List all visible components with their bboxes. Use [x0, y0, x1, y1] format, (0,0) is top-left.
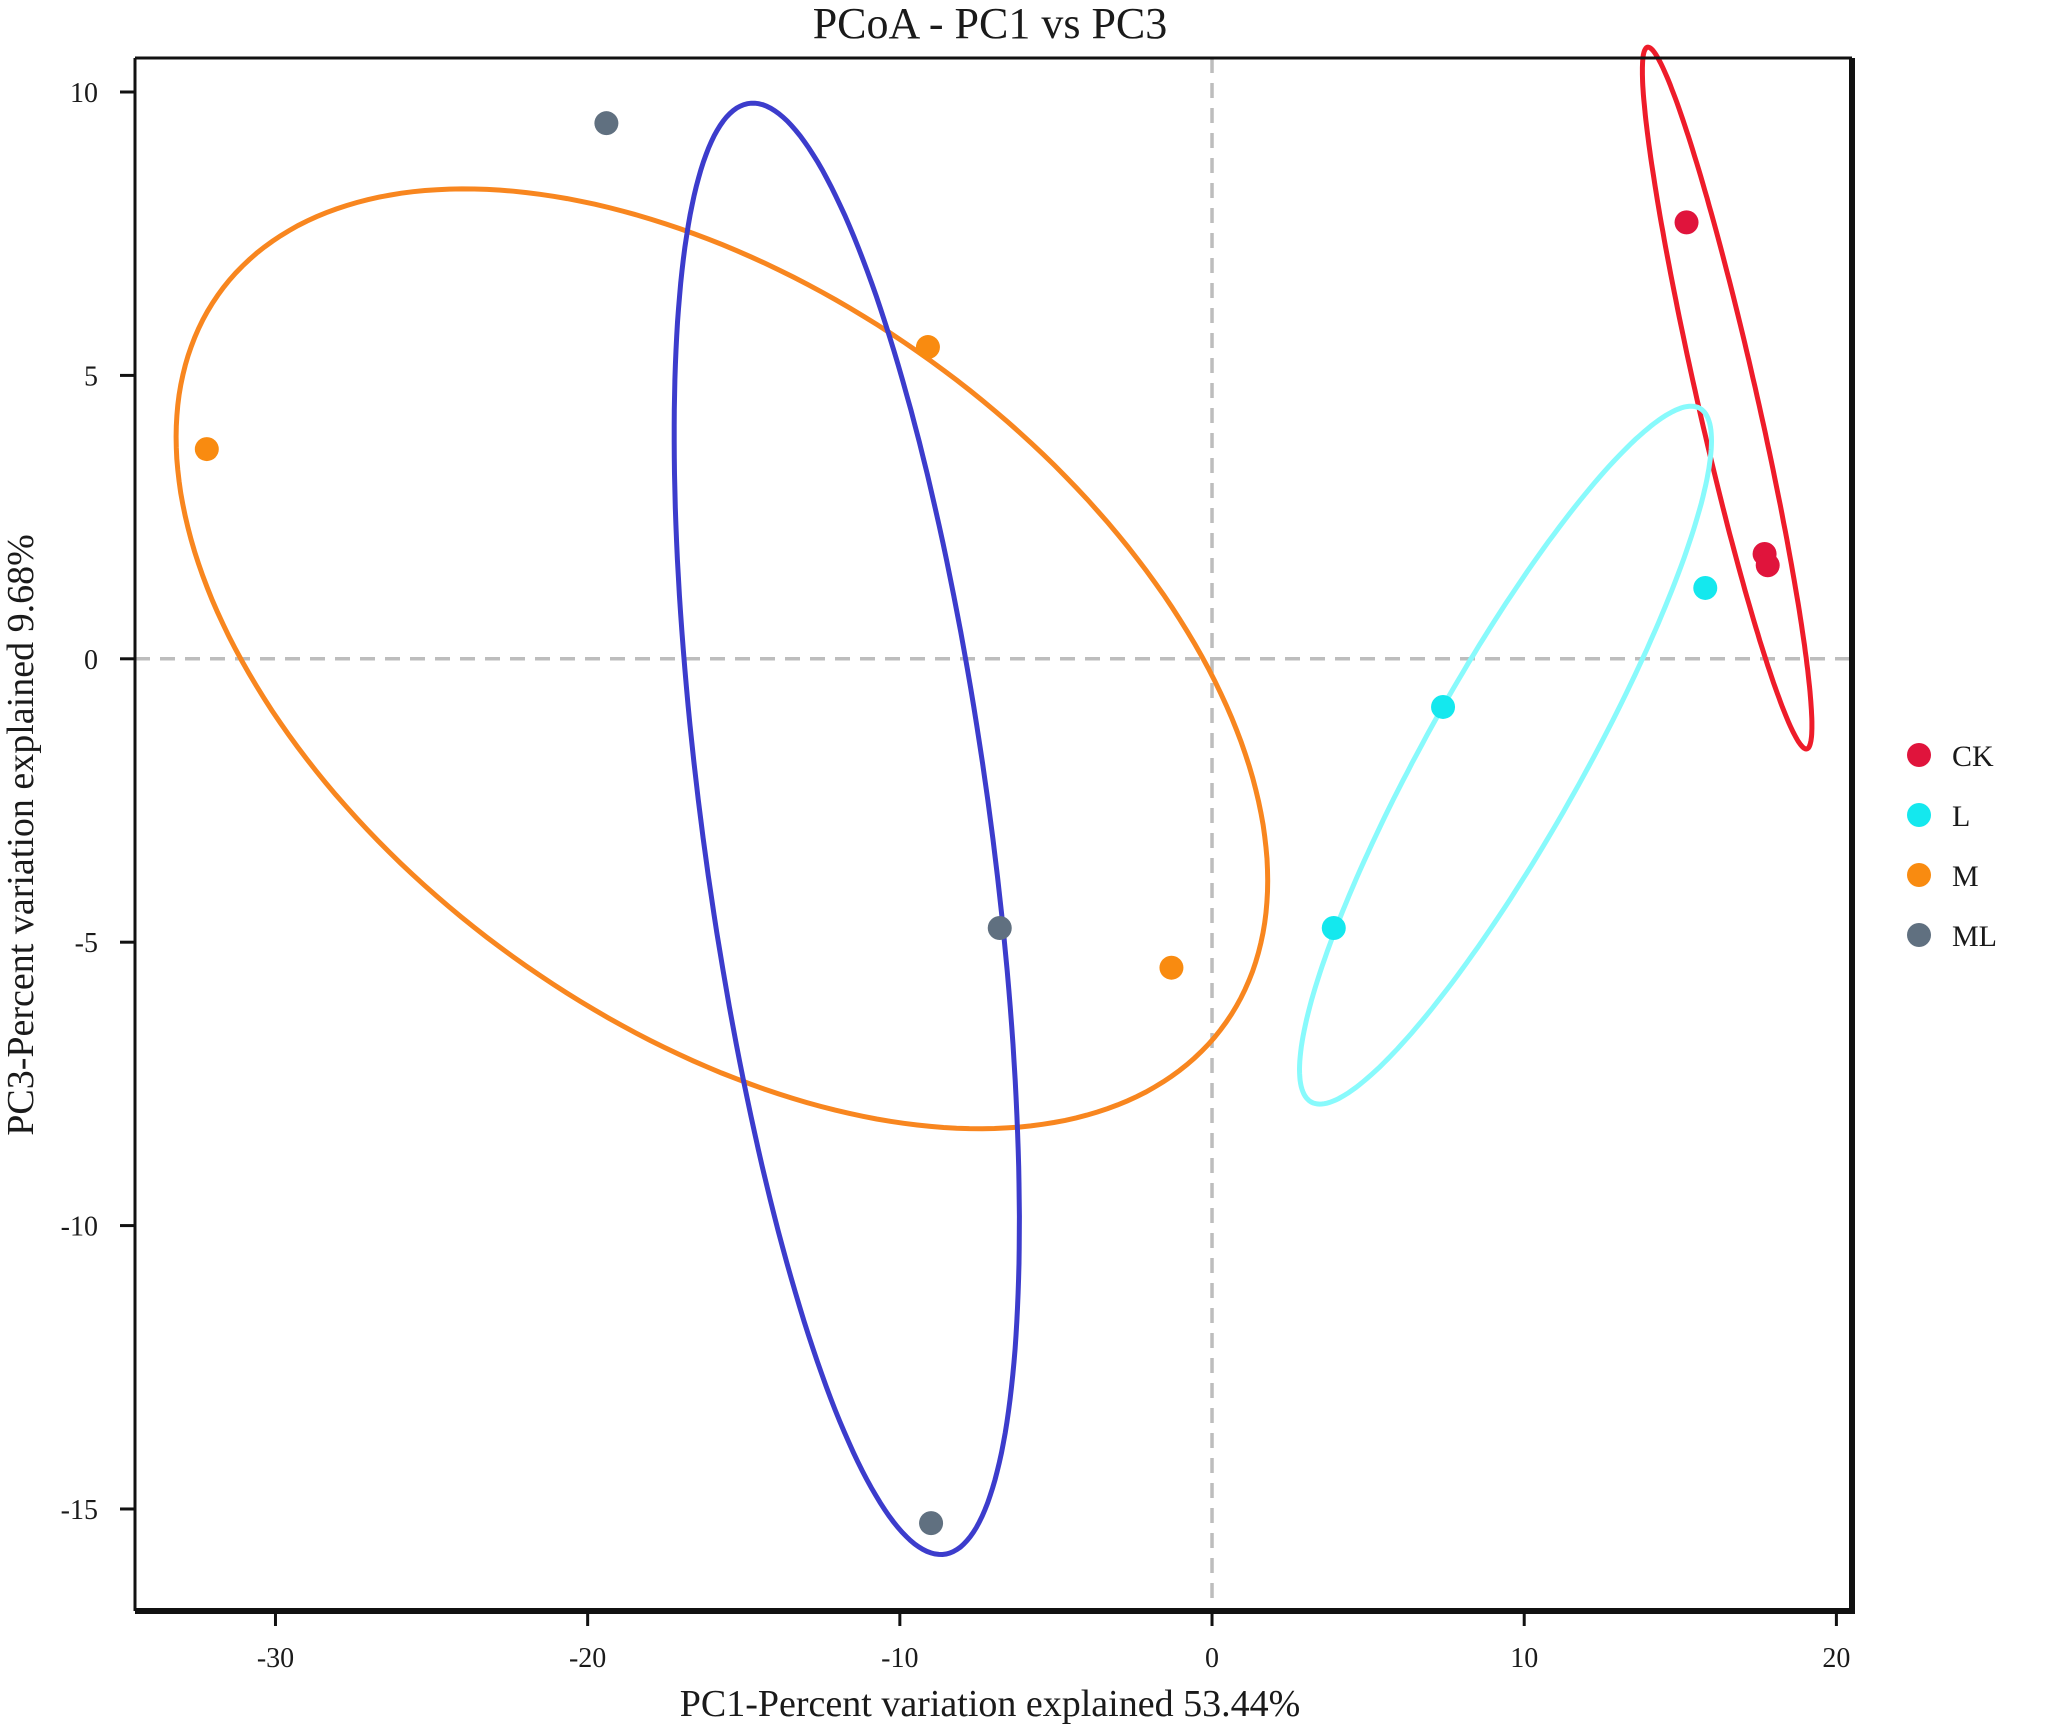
legend-marker-m — [1907, 863, 1931, 887]
ellipse-ml — [671, 100, 1022, 1558]
reference-lines — [135, 58, 1852, 1611]
legend-label-ml: ML — [1952, 920, 1997, 953]
x-tick-label: -30 — [257, 1643, 294, 1674]
axis-ticks: -30 -20 -10 0 10 20 10 5 0 -5 -10 -15 — [61, 78, 1851, 1674]
y-tick-label: 5 — [84, 361, 98, 392]
x-tick-label: 0 — [1205, 1643, 1219, 1674]
confidence-ellipses — [173, 44, 1815, 1558]
y-tick-label: 0 — [84, 645, 98, 676]
point-l-1 — [1693, 575, 1718, 600]
plot-frame — [133, 56, 1855, 1614]
point-ml-3 — [919, 1511, 944, 1536]
legend: CK LM ML — [1907, 740, 1997, 953]
x-tick-label: 10 — [1510, 1643, 1538, 1674]
legend-marker-ck — [1907, 743, 1931, 767]
x-axis-title: PC1-Percent variation explained 53.44% — [680, 1683, 1301, 1725]
point-l-2 — [1431, 694, 1456, 719]
point-m-1 — [194, 437, 219, 462]
point-ck-3 — [1755, 553, 1780, 578]
point-ck-1 — [1674, 210, 1699, 235]
legend-marker-l — [1907, 803, 1931, 827]
y-axis-title: PC3-Percent variation explained 9.68% — [0, 534, 42, 1136]
point-l-3 — [1321, 916, 1346, 941]
data-points — [194, 111, 1780, 1536]
x-tick-label: 20 — [1822, 1643, 1850, 1674]
ellipse-ck — [1639, 44, 1815, 752]
point-m-2 — [915, 335, 940, 360]
point-ml-2 — [987, 916, 1012, 941]
y-tick-label: -15 — [61, 1495, 98, 1526]
x-tick-label: -10 — [881, 1643, 918, 1674]
y-tick-label: -5 — [75, 928, 98, 959]
chart-title: PCoA - PC1 vs PC3 — [813, 0, 1168, 48]
legend-label-ck: CK — [1952, 740, 1994, 773]
ellipse-l — [1296, 403, 1715, 1107]
point-m-3 — [1159, 955, 1184, 980]
ellipse-m — [173, 186, 1271, 1132]
point-ml-1 — [594, 111, 619, 136]
x-tick-label: -20 — [569, 1643, 606, 1674]
legend-marker-ml — [1907, 923, 1931, 947]
legend-label-m: M — [1952, 860, 1979, 893]
y-tick-label: -10 — [61, 1212, 98, 1243]
legend-label-l: L — [1952, 800, 1970, 833]
y-tick-label: 10 — [70, 78, 98, 109]
